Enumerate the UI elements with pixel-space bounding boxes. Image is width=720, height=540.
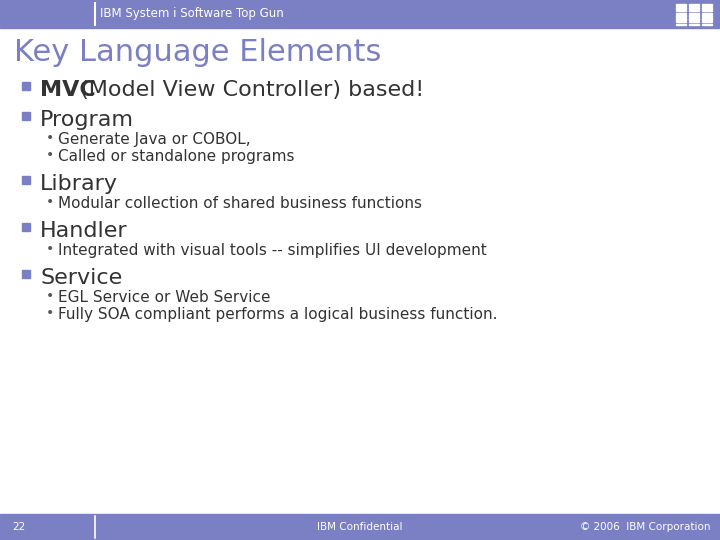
Text: EGL Service or Web Service: EGL Service or Web Service: [58, 290, 271, 305]
Text: Key Language Elements: Key Language Elements: [14, 38, 382, 67]
Text: Service: Service: [40, 268, 122, 288]
Bar: [676, 7, 686, 9]
Text: •: •: [46, 131, 54, 145]
Bar: [702, 15, 712, 17]
Text: MVC: MVC: [40, 80, 96, 100]
Bar: [22, 269, 30, 278]
Bar: [689, 24, 699, 25]
Bar: [676, 24, 686, 25]
Bar: [702, 12, 712, 14]
Text: •: •: [46, 242, 54, 256]
Bar: [689, 10, 699, 11]
Bar: [702, 4, 712, 6]
Bar: [689, 15, 699, 17]
Text: •: •: [46, 195, 54, 209]
Bar: [22, 176, 30, 184]
Text: IBM Confidential: IBM Confidential: [318, 522, 402, 532]
Text: Called or standalone programs: Called or standalone programs: [58, 149, 294, 164]
Bar: [689, 21, 699, 22]
Text: © 2006  IBM Corporation: © 2006 IBM Corporation: [580, 522, 710, 532]
Bar: [0, 0, 720, 28]
Bar: [0, 514, 720, 540]
Text: •: •: [46, 306, 54, 320]
Bar: [702, 7, 712, 9]
Bar: [702, 3, 712, 25]
Bar: [702, 24, 712, 25]
Text: Modular collection of shared business functions: Modular collection of shared business fu…: [58, 196, 422, 211]
Text: Integrated with visual tools -- simplifies UI development: Integrated with visual tools -- simplifi…: [58, 243, 487, 258]
Bar: [689, 4, 699, 6]
Text: Library: Library: [40, 174, 118, 194]
Bar: [22, 112, 30, 119]
Bar: [689, 18, 699, 19]
Bar: [676, 3, 686, 25]
Text: •: •: [46, 148, 54, 162]
Bar: [676, 10, 686, 11]
Bar: [676, 4, 686, 6]
Text: (Model View Controller) based!: (Model View Controller) based!: [73, 80, 424, 100]
Bar: [689, 3, 699, 25]
Bar: [676, 12, 686, 14]
Bar: [676, 15, 686, 17]
Bar: [676, 18, 686, 19]
Bar: [689, 7, 699, 9]
Bar: [22, 82, 30, 90]
Bar: [702, 18, 712, 19]
Text: Fully SOA compliant performs a logical business function.: Fully SOA compliant performs a logical b…: [58, 307, 498, 322]
Bar: [702, 10, 712, 11]
Text: Program: Program: [40, 110, 134, 130]
Text: Generate Java or COBOL,: Generate Java or COBOL,: [58, 132, 251, 147]
Bar: [702, 21, 712, 22]
Text: •: •: [46, 289, 54, 303]
Bar: [22, 222, 30, 231]
Bar: [689, 12, 699, 14]
Text: 22: 22: [12, 522, 25, 532]
Bar: [676, 21, 686, 22]
Text: IBM System i Software Top Gun: IBM System i Software Top Gun: [100, 8, 284, 21]
Text: Handler: Handler: [40, 221, 127, 241]
